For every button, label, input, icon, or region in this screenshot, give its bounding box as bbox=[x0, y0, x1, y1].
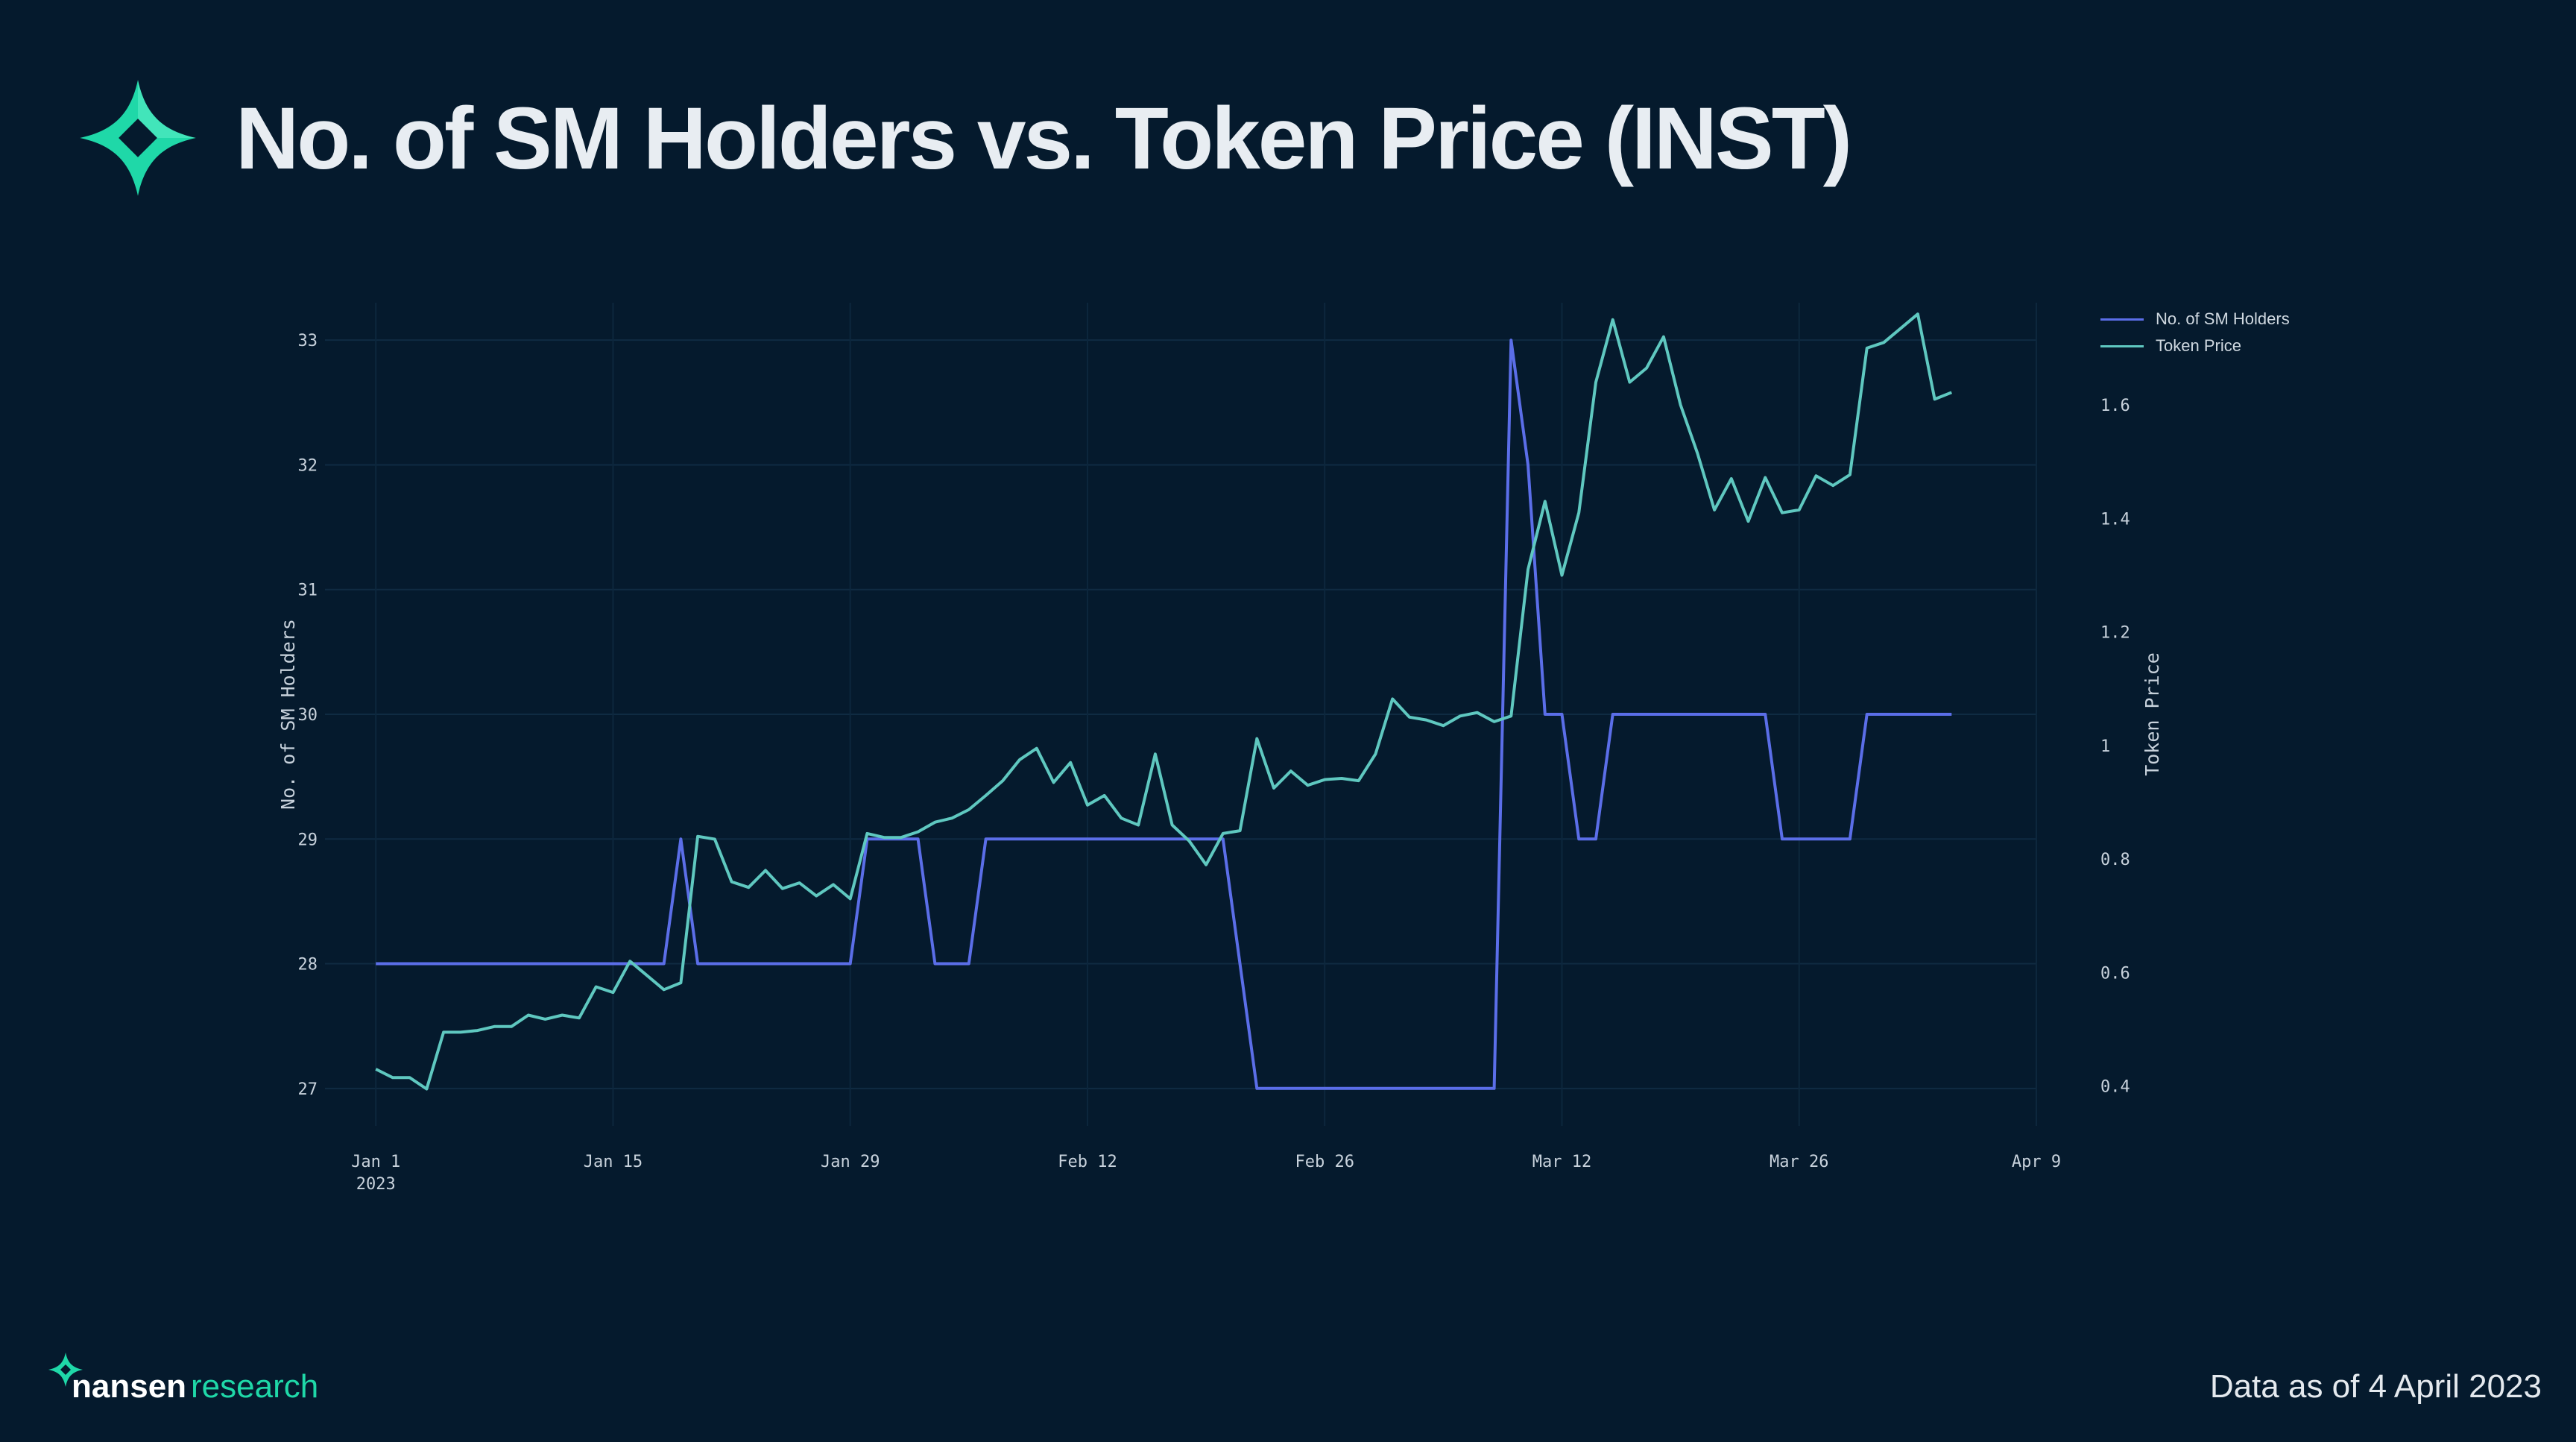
y2-tick-label: 1.2 bbox=[2100, 624, 2130, 643]
y-tick-label: 28 bbox=[298, 956, 318, 975]
x-tick-label: Jan 29 bbox=[821, 1153, 880, 1171]
nansen-research-logo: nansen research bbox=[48, 1353, 318, 1405]
y2-tick-label: 1.4 bbox=[2100, 510, 2130, 529]
footer-brand-bold: nansen bbox=[72, 1368, 186, 1405]
legend-swatch-price bbox=[2100, 344, 2144, 347]
page-title: No. of SM Holders vs. Token Price (INST) bbox=[236, 89, 1852, 188]
legend-item-price[interactable]: Token Price bbox=[2100, 333, 2290, 359]
chart-legend: No. of SM Holders Token Price bbox=[2100, 306, 2290, 359]
x-tick-label: Mar 26 bbox=[1770, 1153, 1828, 1171]
nansen-star-logo-icon bbox=[80, 80, 196, 196]
x-tick-label: Feb 26 bbox=[1295, 1153, 1354, 1171]
x-tick-label: Feb 12 bbox=[1058, 1153, 1117, 1171]
series-line-price bbox=[375, 312, 1953, 1091]
footer-brand-light: research bbox=[191, 1368, 318, 1405]
y-tick-label: 29 bbox=[298, 831, 318, 849]
data-as-of-note: Data as of 4 April 2023 bbox=[2209, 1368, 2542, 1405]
x-tick-sublabel: 2023 bbox=[356, 1175, 396, 1194]
y-tick-label: 31 bbox=[298, 582, 318, 600]
y-tick-label: 33 bbox=[298, 332, 318, 350]
x-tick-label: Mar 12 bbox=[1532, 1153, 1591, 1171]
y2-tick-label: 1.6 bbox=[2100, 397, 2130, 415]
y2-tick-label: 0.8 bbox=[2100, 851, 2130, 869]
y2-tick-label: 0.6 bbox=[2100, 964, 2130, 983]
x-tick-label: Jan 1 bbox=[351, 1153, 400, 1171]
y2-tick-label: 0.4 bbox=[2100, 1078, 2130, 1097]
legend-item-holders[interactable]: No. of SM Holders bbox=[2100, 306, 2290, 333]
series-line-holders bbox=[376, 339, 1952, 1090]
y-axis-title: No. of SM Holders bbox=[277, 619, 299, 810]
y-tick-label: 32 bbox=[298, 456, 318, 475]
x-tick-label: Apr 9 bbox=[2012, 1153, 2061, 1171]
legend-label-holders: No. of SM Holders bbox=[2156, 309, 2290, 328]
x-tick-label: Jan 15 bbox=[584, 1153, 643, 1171]
y-tick-label: 27 bbox=[298, 1080, 318, 1099]
y2-axis-title: Token Price bbox=[2141, 652, 2163, 776]
legend-swatch-holders bbox=[2100, 318, 2144, 321]
y2-tick-label: 1 bbox=[2100, 737, 2110, 756]
legend-label-price: Token Price bbox=[2156, 336, 2241, 355]
y-tick-label: 30 bbox=[298, 706, 318, 725]
